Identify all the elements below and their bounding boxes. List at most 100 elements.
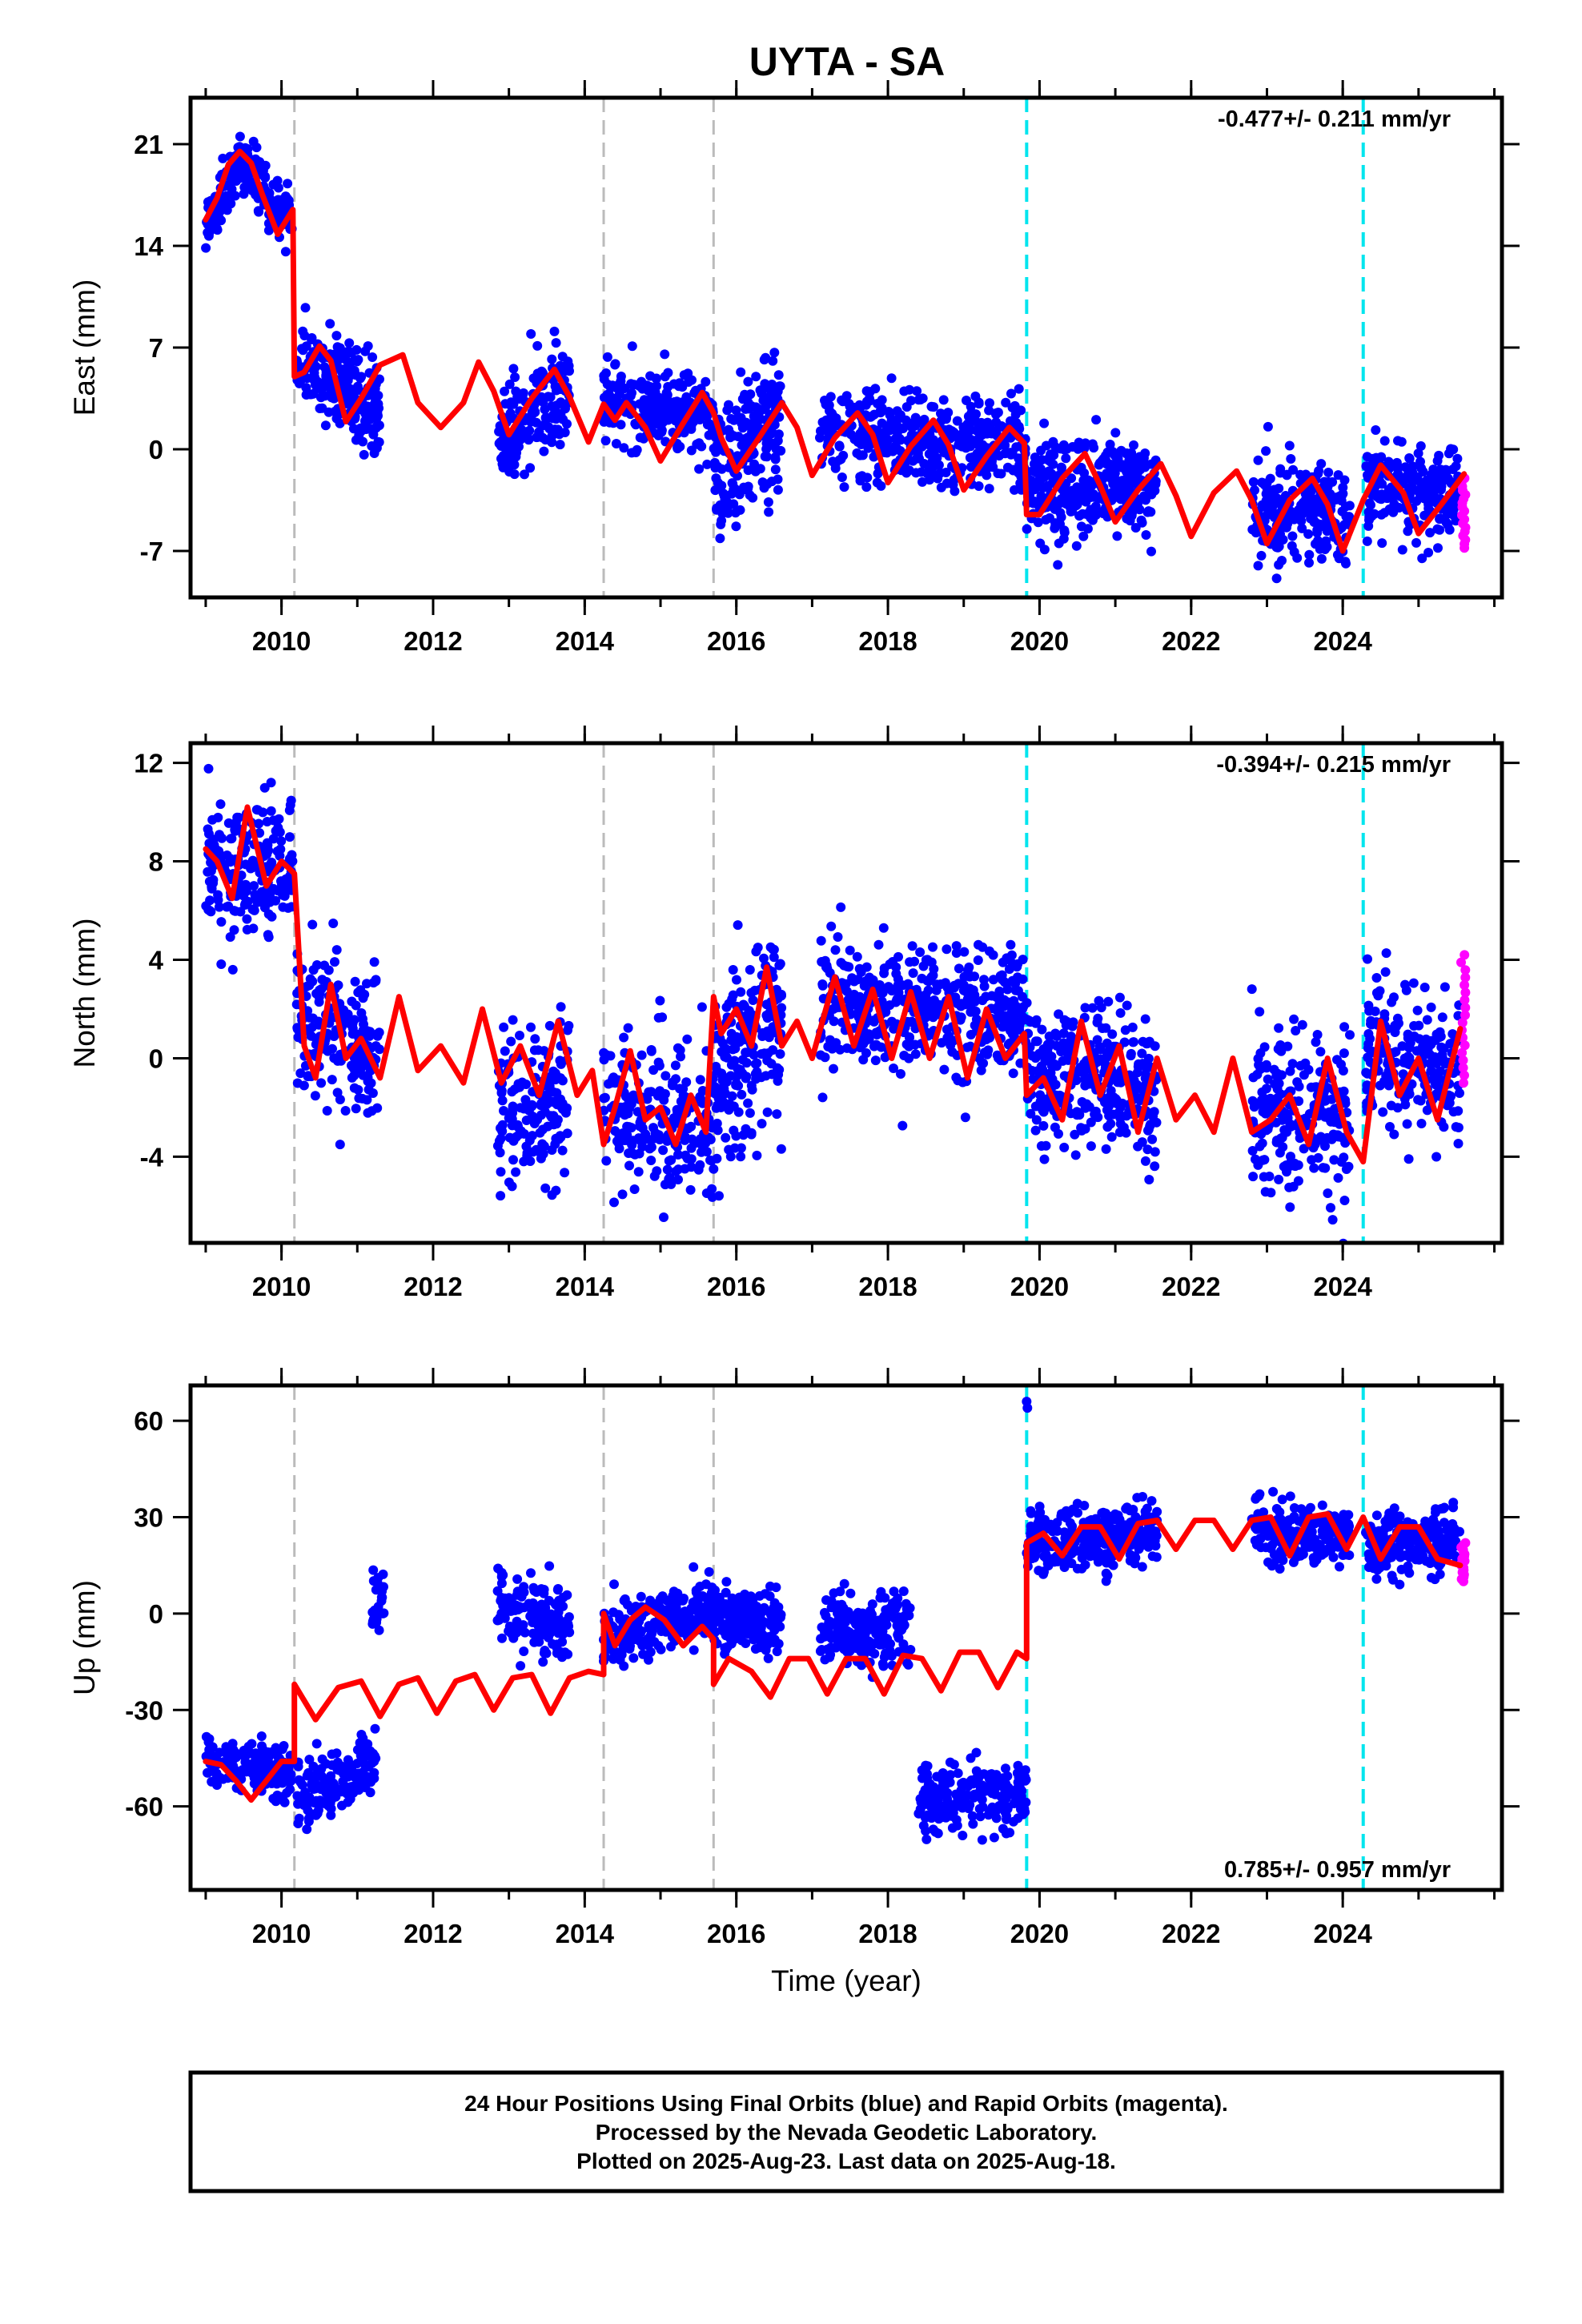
east-data-point xyxy=(640,409,650,420)
east-data-point xyxy=(1432,456,1443,466)
north-data-point xyxy=(1022,998,1032,1008)
north-data-point xyxy=(532,1145,543,1155)
east-data-point xyxy=(743,432,753,443)
north-data-point xyxy=(932,979,942,990)
north-data-point xyxy=(752,1067,762,1077)
north-rapid-point xyxy=(1458,1055,1468,1065)
up-data-point xyxy=(249,1779,259,1789)
north-data-point xyxy=(876,1042,886,1052)
north-data-point xyxy=(880,1052,890,1063)
east-data-point xyxy=(1253,561,1263,571)
north-data-point xyxy=(329,1031,339,1041)
east-data-point xyxy=(936,482,946,493)
east-data-point xyxy=(737,418,747,428)
east-data-point xyxy=(761,452,772,462)
north-data-point xyxy=(1102,1105,1112,1116)
north-data-point xyxy=(697,1147,706,1157)
north-data-point xyxy=(500,1046,510,1056)
north-data-point xyxy=(928,942,938,952)
east-data-point xyxy=(263,225,274,235)
north-data-point xyxy=(653,1057,664,1068)
east-data-point xyxy=(750,466,761,476)
east-data-point xyxy=(711,473,721,484)
north-data-point xyxy=(1037,1024,1047,1035)
north-data-point xyxy=(331,945,342,955)
east-data-point xyxy=(1371,452,1381,463)
north-data-point xyxy=(1409,1031,1419,1041)
east-data-point xyxy=(343,399,353,409)
north-data-point xyxy=(617,1189,628,1200)
north-data-point xyxy=(366,1078,376,1088)
east-data-point xyxy=(299,331,310,341)
east-data-point xyxy=(1102,447,1113,457)
east-data-point xyxy=(283,179,293,189)
east-y-axis-label: East (mm) xyxy=(68,279,101,416)
east-data-point xyxy=(1141,530,1151,540)
east-data-point xyxy=(751,402,761,412)
east-data-point xyxy=(1417,553,1427,564)
north-data-point xyxy=(551,1133,561,1144)
east-data-point xyxy=(201,243,211,253)
north-data-point xyxy=(358,993,368,1003)
east-x-tick-label: 2020 xyxy=(1010,626,1069,656)
east-data-point xyxy=(1014,384,1024,394)
north-data-point xyxy=(889,1063,898,1073)
north-data-point xyxy=(671,1166,681,1176)
north-data-point xyxy=(307,919,318,930)
north-data-point xyxy=(1437,1050,1447,1060)
east-data-point xyxy=(686,445,697,456)
north-data-point xyxy=(633,1167,644,1177)
north-data-point xyxy=(1409,1021,1419,1031)
north-data-point xyxy=(1380,967,1391,977)
north-data-point xyxy=(1105,1044,1115,1055)
east-data-point xyxy=(1033,517,1043,528)
north-data-point xyxy=(543,1081,553,1092)
north-data-point xyxy=(736,1152,746,1162)
north-data-point xyxy=(1446,1091,1456,1101)
east-data-point xyxy=(962,419,973,429)
north-data-point xyxy=(1106,1132,1117,1142)
east-data-point xyxy=(601,368,611,378)
east-data-point xyxy=(891,443,901,453)
north-data-point xyxy=(979,975,989,985)
east-data-point xyxy=(751,372,761,382)
east-data-point xyxy=(1091,415,1102,425)
north-data-point xyxy=(1031,1015,1042,1025)
north-data-point xyxy=(494,1136,504,1146)
north-data-point xyxy=(556,1002,566,1012)
north-data-point xyxy=(830,945,841,955)
east-data-point xyxy=(1006,388,1016,399)
north-data-point xyxy=(205,895,215,906)
east-data-point xyxy=(917,393,928,404)
north-data-point xyxy=(946,1040,956,1051)
north-data-point xyxy=(1373,991,1383,1001)
north-data-point xyxy=(724,1104,734,1115)
east-data-point xyxy=(225,180,235,191)
north-data-point xyxy=(284,832,295,842)
east-data-point xyxy=(1362,452,1372,462)
east-data-point xyxy=(685,422,695,432)
north-data-point xyxy=(225,932,235,942)
north-data-point xyxy=(833,932,843,942)
east-data-point xyxy=(1129,440,1138,450)
east-data-point xyxy=(984,405,994,416)
east-data-point xyxy=(1257,477,1267,488)
east-data-point xyxy=(499,452,509,461)
north-data-point xyxy=(1113,1077,1123,1088)
north-data-point xyxy=(1142,1144,1153,1155)
north-y-tick-label: -4 xyxy=(140,1142,164,1172)
east-data-point xyxy=(1105,440,1115,449)
north-data-point xyxy=(204,876,215,887)
up-data-point xyxy=(367,1758,377,1768)
east-data-point xyxy=(1022,524,1032,534)
north-data-point xyxy=(759,953,769,963)
north-data-point xyxy=(1422,1105,1432,1116)
east-y-tick-label: 7 xyxy=(149,333,163,363)
north-data-point xyxy=(254,818,264,829)
north-data-point xyxy=(349,1083,359,1093)
north-data-point xyxy=(629,1184,640,1194)
north-rapid-point xyxy=(1459,1078,1468,1088)
east-data-point xyxy=(537,432,548,443)
north-data-point xyxy=(303,1072,313,1082)
north-data-point xyxy=(1437,1012,1447,1023)
